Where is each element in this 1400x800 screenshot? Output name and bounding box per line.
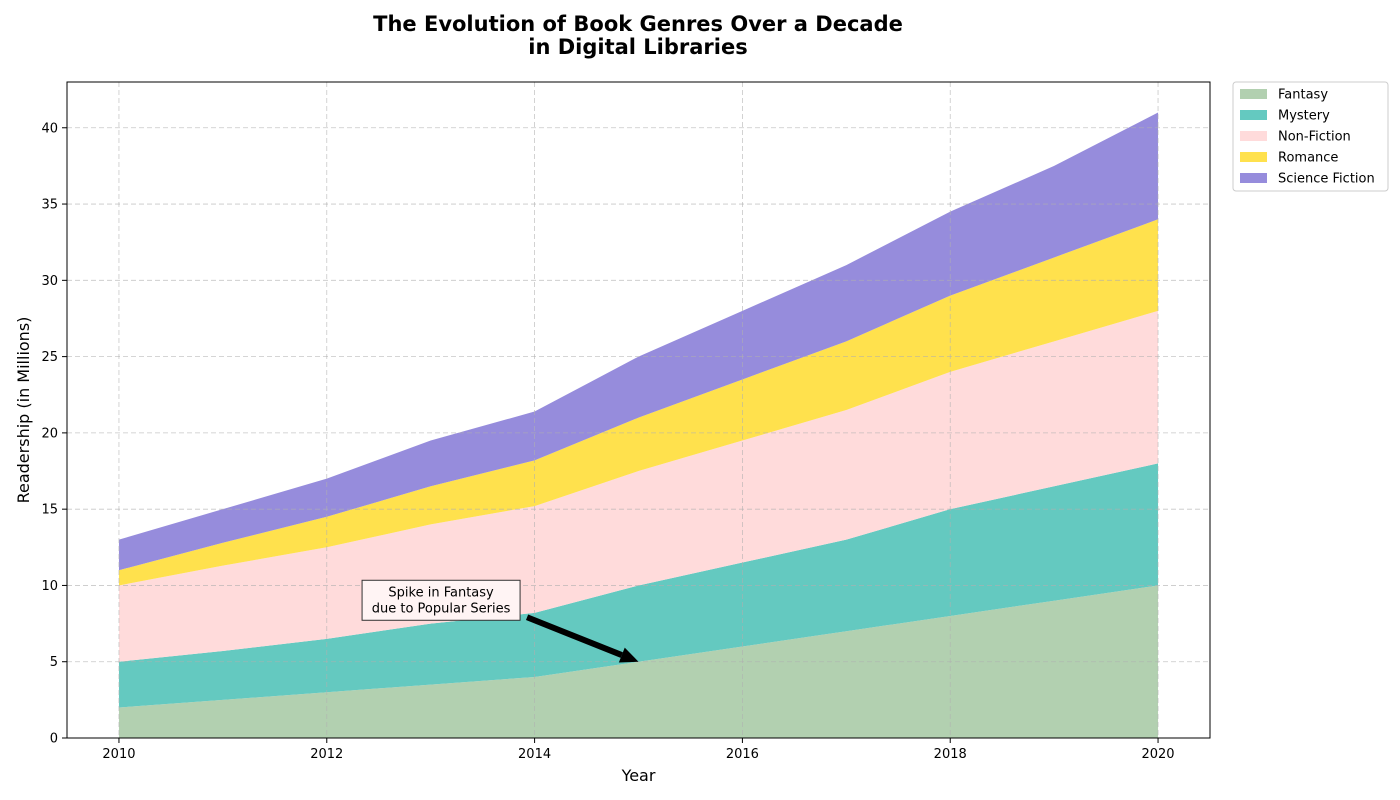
legend-label: Romance — [1278, 151, 1338, 166]
y-tick-label: 5 — [50, 655, 58, 670]
x-tick-label: 2018 — [934, 747, 967, 762]
x-axis-label: Year — [621, 766, 656, 785]
y-tick-label: 20 — [41, 426, 58, 441]
chart-title-line: The Evolution of Book Genres Over a Deca… — [373, 12, 903, 36]
grid — [67, 82, 1210, 739]
legend-swatch — [1240, 110, 1267, 120]
x-tick-label: 2016 — [726, 747, 759, 762]
x-tick-label: 2020 — [1141, 747, 1174, 762]
legend-box — [1232, 81, 1389, 192]
legend: Fantasy Mystery Non-Fiction Romance Science … — [1232, 81, 1389, 192]
x-tick-label: 2014 — [518, 747, 551, 762]
y-tick-label: 10 — [41, 579, 58, 594]
area-romance — [118, 219, 1159, 586]
y-tick-label: 0 — [50, 732, 58, 747]
y-axis-label: Readership (in Millions) — [14, 317, 33, 504]
legend-label: Science Fiction — [1278, 172, 1375, 187]
legend-swatch — [1240, 131, 1267, 141]
legend-swatch — [1240, 173, 1267, 183]
legend-label: Non-Fiction — [1278, 130, 1351, 145]
annotation-text-line: Spike in Fantasy — [388, 585, 494, 600]
y-tick-label: 40 — [41, 121, 58, 136]
annotation-text-line: due to Popular Series — [372, 601, 511, 616]
x-tick-label: 2012 — [310, 747, 343, 762]
y-tick-label: 15 — [41, 503, 58, 518]
chart-title: The Evolution of Book Genres Over a Deca… — [373, 12, 903, 59]
legend-swatch — [1240, 89, 1267, 99]
x-tick-label: 2010 — [102, 747, 135, 762]
chart-title-line: in Digital Libraries — [528, 35, 747, 59]
y-tick-label: 35 — [41, 198, 58, 213]
y-tick-label: 30 — [41, 274, 58, 289]
legend-label: Fantasy — [1278, 88, 1328, 103]
axes: 2010 2012 2014 2016 2018 2020 0 5 10 15 20 25 30 35 40… — [14, 81, 1211, 785]
plot-frame — [66, 81, 1211, 739]
y-tick-label: 25 — [41, 350, 58, 365]
legend-label: Mystery — [1278, 109, 1330, 124]
annotation-arrow-shaft — [525, 614, 623, 658]
area-non-fiction — [118, 310, 1159, 662]
annotation-arrow-head — [618, 647, 639, 663]
annotation-box — [361, 579, 521, 621]
stacked-areas — [118, 112, 1159, 738]
area-science-fiction — [118, 112, 1159, 571]
legend-swatch — [1240, 152, 1267, 162]
